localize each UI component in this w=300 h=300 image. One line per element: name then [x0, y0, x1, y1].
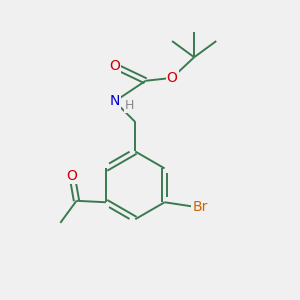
Text: O: O [109, 59, 120, 73]
Text: O: O [167, 71, 178, 85]
Text: N: N [110, 94, 120, 108]
Text: H: H [125, 99, 134, 112]
Text: O: O [67, 169, 77, 183]
Text: Br: Br [192, 200, 208, 214]
